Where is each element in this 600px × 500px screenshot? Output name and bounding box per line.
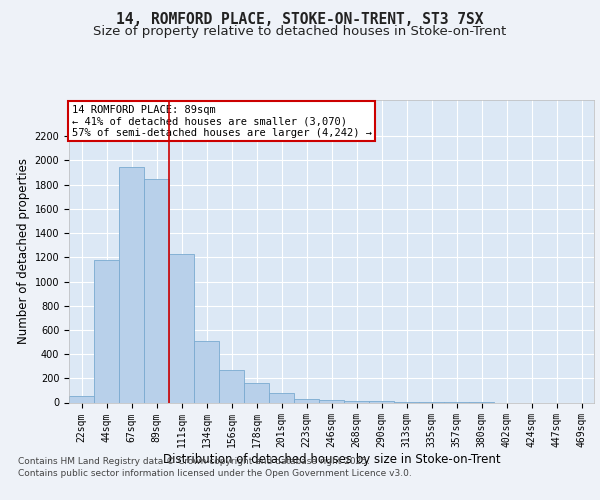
Text: 14, ROMFORD PLACE, STOKE-ON-TRENT, ST3 7SX: 14, ROMFORD PLACE, STOKE-ON-TRENT, ST3 7… xyxy=(116,12,484,28)
Bar xyxy=(294,399,319,402)
Bar xyxy=(144,178,169,402)
Bar xyxy=(244,382,269,402)
Bar xyxy=(69,396,94,402)
Y-axis label: Number of detached properties: Number of detached properties xyxy=(17,158,31,344)
Bar xyxy=(194,341,219,402)
Bar xyxy=(319,400,344,402)
Bar xyxy=(344,401,369,402)
Bar xyxy=(119,166,144,402)
X-axis label: Distribution of detached houses by size in Stoke-on-Trent: Distribution of detached houses by size … xyxy=(163,453,500,466)
Text: Contains HM Land Registry data © Crown copyright and database right 2025.: Contains HM Land Registry data © Crown c… xyxy=(18,458,370,466)
Bar xyxy=(94,260,119,402)
Bar xyxy=(369,401,394,402)
Text: Contains public sector information licensed under the Open Government Licence v3: Contains public sector information licen… xyxy=(18,468,412,477)
Text: 14 ROMFORD PLACE: 89sqm
← 41% of detached houses are smaller (3,070)
57% of semi: 14 ROMFORD PLACE: 89sqm ← 41% of detache… xyxy=(71,104,371,138)
Bar xyxy=(219,370,244,402)
Text: Size of property relative to detached houses in Stoke-on-Trent: Size of property relative to detached ho… xyxy=(94,25,506,38)
Bar xyxy=(269,394,294,402)
Bar xyxy=(169,254,194,402)
